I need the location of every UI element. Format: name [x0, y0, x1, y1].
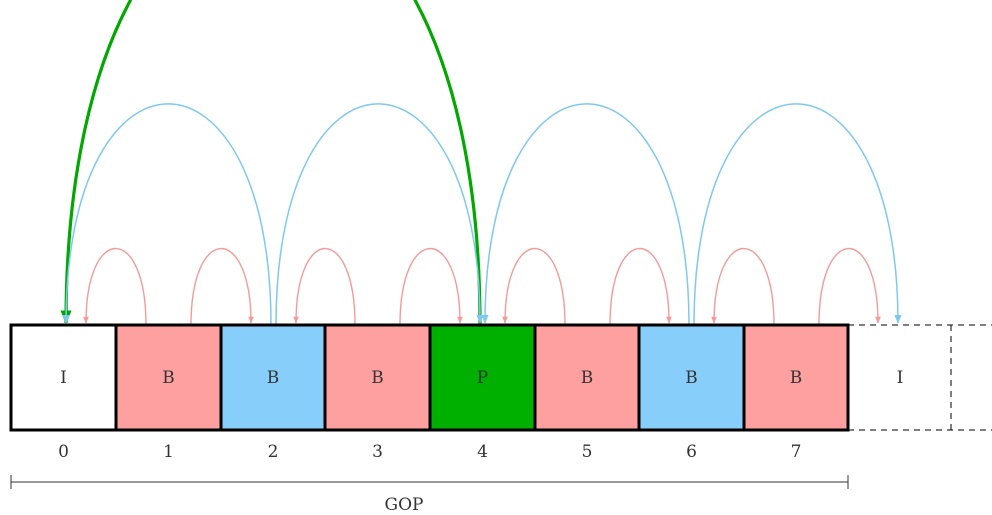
frame-type-label: B [581, 368, 594, 388]
frame-type-label: B [371, 368, 384, 388]
frame-0: I 0 [9, 323, 118, 462]
reference-arrow-red-7-to-8 [818, 248, 881, 326]
frame-index-label: 4 [477, 442, 488, 462]
frame-index-label: 0 [58, 442, 69, 462]
reference-arrow-red-3-to-2 [293, 248, 356, 326]
reference-arrow-blue-6-to-8 [693, 103, 902, 326]
frame-type-label: I [60, 368, 67, 388]
frame-4: P 4 [428, 323, 537, 462]
frame-type-label: B [267, 368, 280, 388]
reference-arrow-red-7-to-6 [711, 248, 775, 326]
frame-box [742, 323, 850, 432]
frame-2: B 2 [219, 323, 327, 462]
reference-arrow-blue-2-to-4 [275, 103, 484, 326]
frame-sequence: I 0 B 1 B 2 B 3 P 4 [9, 323, 992, 462]
frame-3: B 3 [323, 323, 432, 462]
frame-type-label: B [162, 368, 175, 388]
frame-index-label: 3 [372, 442, 383, 462]
frame-box [637, 323, 746, 432]
frame-box [219, 323, 327, 432]
frame-box [9, 323, 118, 432]
reference-arrow-blue-2-to-0 [62, 103, 272, 326]
reference-arrow-red-3-to-4 [399, 248, 463, 326]
reference-arrow-red-5-to-6 [609, 248, 672, 326]
frame-box [533, 323, 641, 432]
reference-arrow-blue-6-to-4 [481, 103, 690, 326]
frame-6: B 6 [637, 323, 746, 462]
frame-index-label: 1 [163, 442, 174, 462]
reference-arrows [60, 0, 902, 326]
reference-arrow-red-5-to-4 [502, 248, 566, 326]
reference-arrow-red-1-to-0 [83, 248, 147, 326]
reference-arrow-green-4-to-0 [60, 0, 482, 326]
frame-box [114, 323, 223, 432]
reference-arrow-red-1-to-2 [190, 248, 254, 326]
frame-type-label: P [477, 368, 488, 388]
frame-5: B 5 [533, 323, 641, 462]
frame-box [428, 323, 537, 432]
next-gop-i-frame: I [848, 324, 992, 431]
gop-bracket: GOP [10, 475, 849, 515]
frame-type-label: B [790, 368, 803, 388]
gop-label: GOP [385, 495, 424, 515]
frame-7: B 7 [742, 323, 850, 462]
frame-type-label: B [685, 368, 698, 388]
frame-index-label: 2 [268, 442, 279, 462]
frame-index-label: 5 [582, 442, 593, 462]
frame-1: B 1 [114, 323, 223, 462]
frame-index-label: 6 [686, 442, 697, 462]
frame-index-label: 7 [791, 442, 802, 462]
frame-type-label: I [897, 368, 904, 388]
